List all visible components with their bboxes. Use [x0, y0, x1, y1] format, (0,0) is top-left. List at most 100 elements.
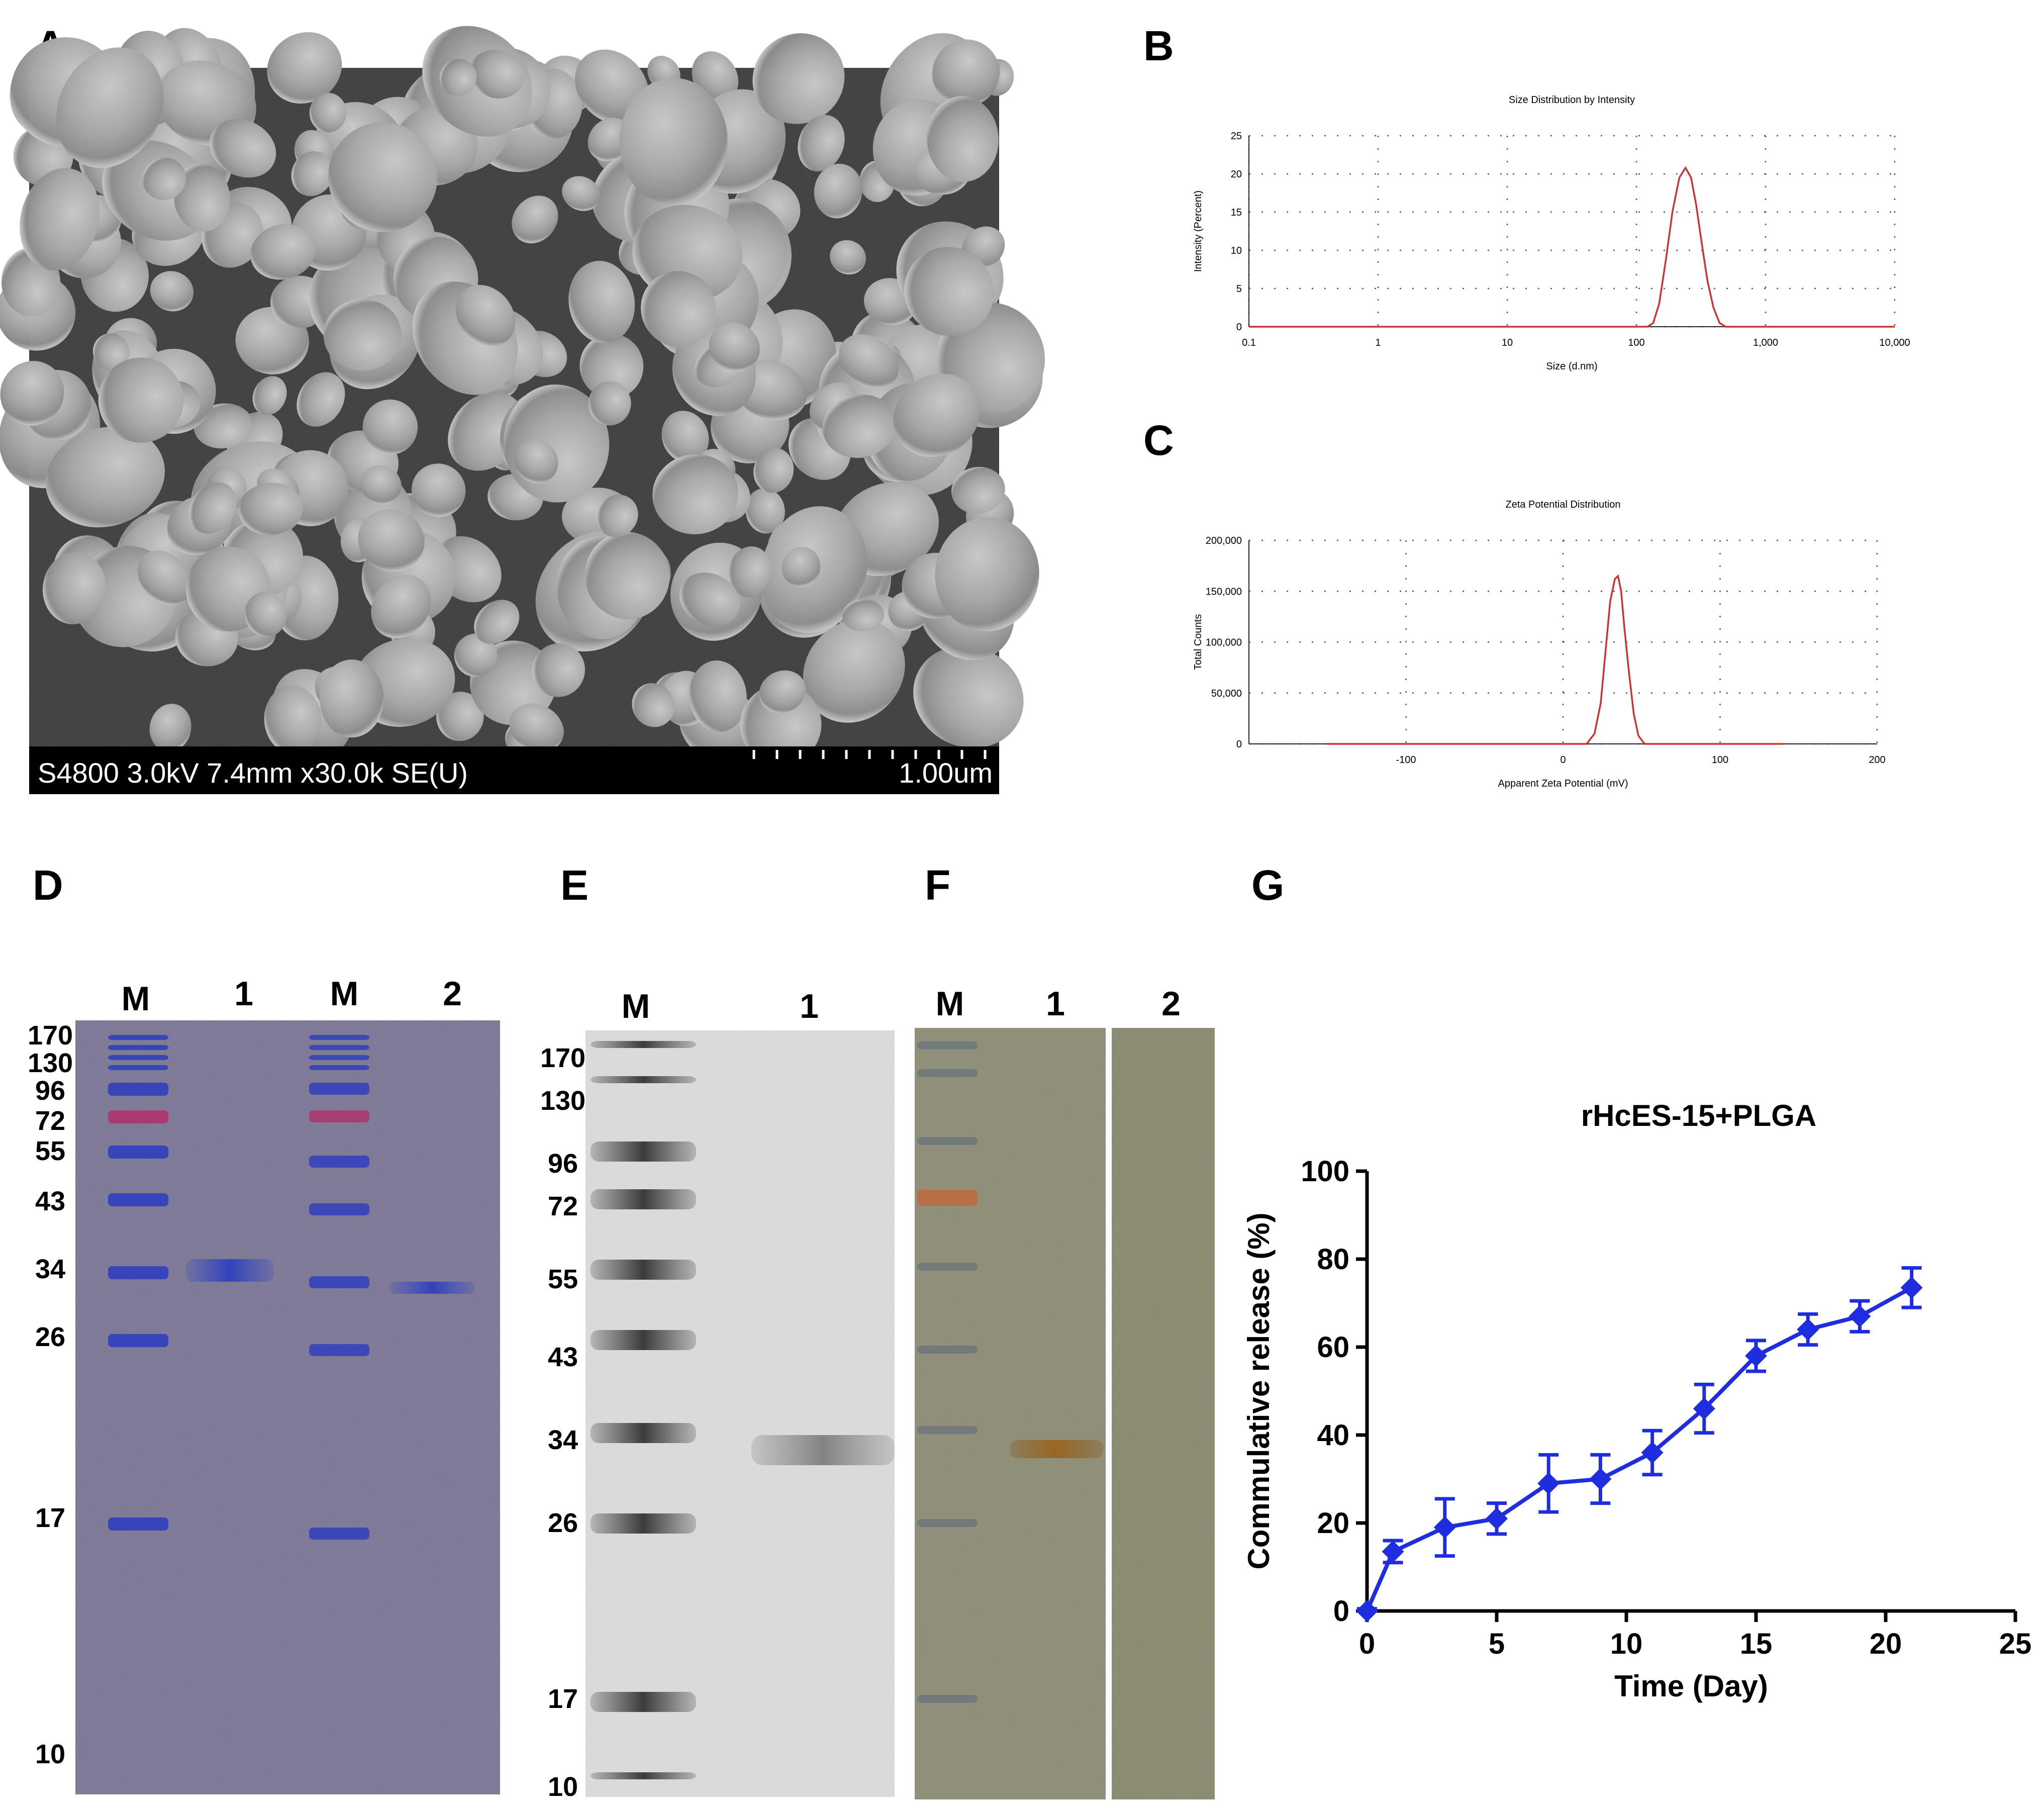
y-tick-label: 200,000 — [1206, 535, 1242, 546]
x-tick-label: 10 — [1610, 1628, 1643, 1660]
zeta-potential-chart: Zeta Potential Distribution -100 0 100 200 0 5… — [1193, 499, 1886, 789]
data-point — [1641, 1442, 1664, 1464]
gel-d-ladder-band — [309, 1156, 369, 1168]
y-tick-label: 0 — [1236, 739, 1242, 750]
blot-f-bands — [917, 1041, 1103, 1703]
gel-e-ladder-band — [591, 1189, 696, 1209]
gel-e-bands — [591, 1041, 895, 1779]
blot-f-lane-label-2: 2 — [1161, 985, 1181, 1023]
data-point — [1900, 1276, 1923, 1299]
gel-d-lane-label-1: 1 — [234, 975, 253, 1013]
blot-f-lane-label-1: 1 — [1046, 985, 1065, 1023]
sem-info-bar — [29, 746, 999, 794]
x-tick-label: 1 — [1375, 337, 1381, 348]
x-tick-label: 0 — [1560, 754, 1566, 766]
y-tick-label: 20 — [1231, 169, 1242, 180]
y-tick-label: 25 — [1231, 131, 1242, 142]
gel-d-ladder-band — [108, 1110, 168, 1123]
gel-d-marker-label: 17 — [35, 1503, 65, 1533]
blot-f-sample-band — [1010, 1440, 1103, 1458]
gel-e-marker-label: 34 — [548, 1425, 578, 1455]
blot-f-ladder-band — [917, 1346, 978, 1354]
y-tick-label: 0 — [1236, 322, 1242, 333]
gel-d-marker-label: 96 — [35, 1076, 65, 1106]
x-tick-label: 100 — [1712, 754, 1728, 766]
gel-d-lane-label-m1: M — [122, 980, 150, 1018]
gel-e-ladder-band — [591, 1076, 696, 1083]
chart-title: Zeta Potential Distribution — [1505, 499, 1620, 510]
blot-f-ladder-band — [917, 1263, 978, 1271]
y-tick-label: 0 — [1333, 1595, 1349, 1628]
gel-e-marker-label: 72 — [548, 1191, 578, 1221]
data-point — [1433, 1516, 1456, 1539]
blot-f-lane-label-m: M — [936, 985, 964, 1023]
gel-d-ladder-band — [108, 1334, 168, 1347]
gel-e-lane-label-m: M — [622, 987, 650, 1025]
gel-d-ladder-band — [108, 1517, 168, 1531]
blot-f-ladder-band — [917, 1190, 978, 1206]
x-axis-label: Size (d.nm) — [1546, 361, 1597, 372]
gel-d-ladder-band — [108, 1193, 168, 1206]
distribution-line — [1249, 166, 1895, 328]
gel-d-ladder-band — [309, 1110, 369, 1122]
data-point — [1537, 1472, 1560, 1495]
gel-e-marker-label: 96 — [548, 1149, 578, 1179]
gel-d-ladder-band — [108, 1083, 168, 1096]
gel-e-marker-label: 26 — [548, 1508, 578, 1538]
gel-d-ladder-band — [108, 1035, 168, 1040]
panel-letter-d: D — [33, 862, 63, 909]
gel-d-ladder-band — [108, 1065, 168, 1070]
sem-info-text: S4800 3.0kV 7.4mm x30.0k SE(U) — [38, 757, 468, 789]
gel-d-ladder-band — [309, 1045, 369, 1050]
gel-e-sample-band — [751, 1435, 895, 1465]
data-point — [1589, 1468, 1612, 1490]
y-tick-label: 50,000 — [1211, 688, 1242, 699]
y-tick-label: 10 — [1231, 245, 1242, 256]
gel-d-ladder-band — [309, 1344, 369, 1356]
x-tick-label: 0 — [1359, 1628, 1375, 1660]
gel-d-ladder-band — [309, 1083, 369, 1095]
y-tick-label: 100 — [1301, 1155, 1349, 1188]
data-point — [1745, 1345, 1767, 1367]
gel-e-ladder-band — [591, 1330, 696, 1350]
y-tick-label: 100,000 — [1206, 637, 1242, 648]
blot-f-ladder-band — [917, 1426, 978, 1434]
gel-d-ladder-band — [309, 1065, 369, 1070]
data-point — [1382, 1540, 1404, 1563]
blot-f-ladder-band — [917, 1695, 978, 1703]
panel-letter-g: G — [1251, 862, 1284, 909]
x-tick-label: 25 — [1999, 1628, 2032, 1660]
y-tick-label: 20 — [1317, 1507, 1349, 1540]
x-tick-label: 5 — [1489, 1628, 1505, 1660]
gel-d-ladder-band — [108, 1266, 168, 1279]
gel-d-marker-label: 43 — [35, 1186, 65, 1216]
blot-f-ladder-band — [917, 1069, 978, 1077]
release-line — [1365, 1286, 1913, 1612]
blot-f-ladder-band — [917, 1137, 978, 1145]
gel-d-marker-label: 72 — [35, 1106, 65, 1136]
gel-e-marker-label: 43 — [548, 1342, 578, 1372]
gel-e-ladder-band — [591, 1260, 696, 1280]
gel-d-ladder-band — [108, 1146, 168, 1159]
gel-e-lane-label-1: 1 — [800, 987, 819, 1025]
panel-letter-e: E — [560, 862, 589, 909]
gel-d-marker-label: 10 — [35, 1739, 65, 1769]
gel-d-ladder-band — [309, 1276, 369, 1288]
panel-letter-b: B — [1143, 22, 1174, 69]
gel-d-marker-label: 55 — [35, 1136, 65, 1166]
gel-d-ladder-band — [309, 1203, 369, 1215]
data-point — [1797, 1318, 1819, 1341]
sem-scale-label: 1.00um — [899, 757, 993, 789]
gel-d-ladder-band — [309, 1528, 369, 1540]
gel-d-sample-band-1 — [186, 1259, 274, 1282]
x-tick-label: 15 — [1740, 1628, 1773, 1660]
gel-d-ladder-band — [108, 1055, 168, 1060]
x-tick-label: 200 — [1869, 754, 1885, 766]
data-point — [1486, 1507, 1508, 1530]
x-tick-label: 1,000 — [1753, 337, 1778, 348]
gel-d-lane-label-2: 2 — [443, 975, 462, 1013]
distribution-line — [1327, 574, 1783, 745]
x-tick-label: 10 — [1502, 337, 1513, 348]
